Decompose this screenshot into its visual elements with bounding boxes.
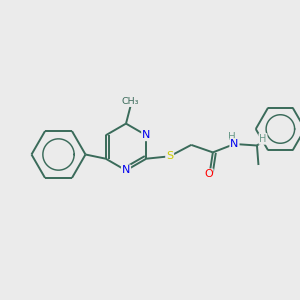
Text: H: H: [259, 134, 267, 144]
Text: N: N: [122, 165, 130, 176]
Text: O: O: [204, 169, 213, 179]
Text: H: H: [228, 132, 236, 142]
Text: S: S: [166, 151, 173, 161]
Text: N: N: [230, 139, 239, 149]
Text: CH₃: CH₃: [122, 97, 139, 106]
Text: N: N: [142, 130, 151, 140]
